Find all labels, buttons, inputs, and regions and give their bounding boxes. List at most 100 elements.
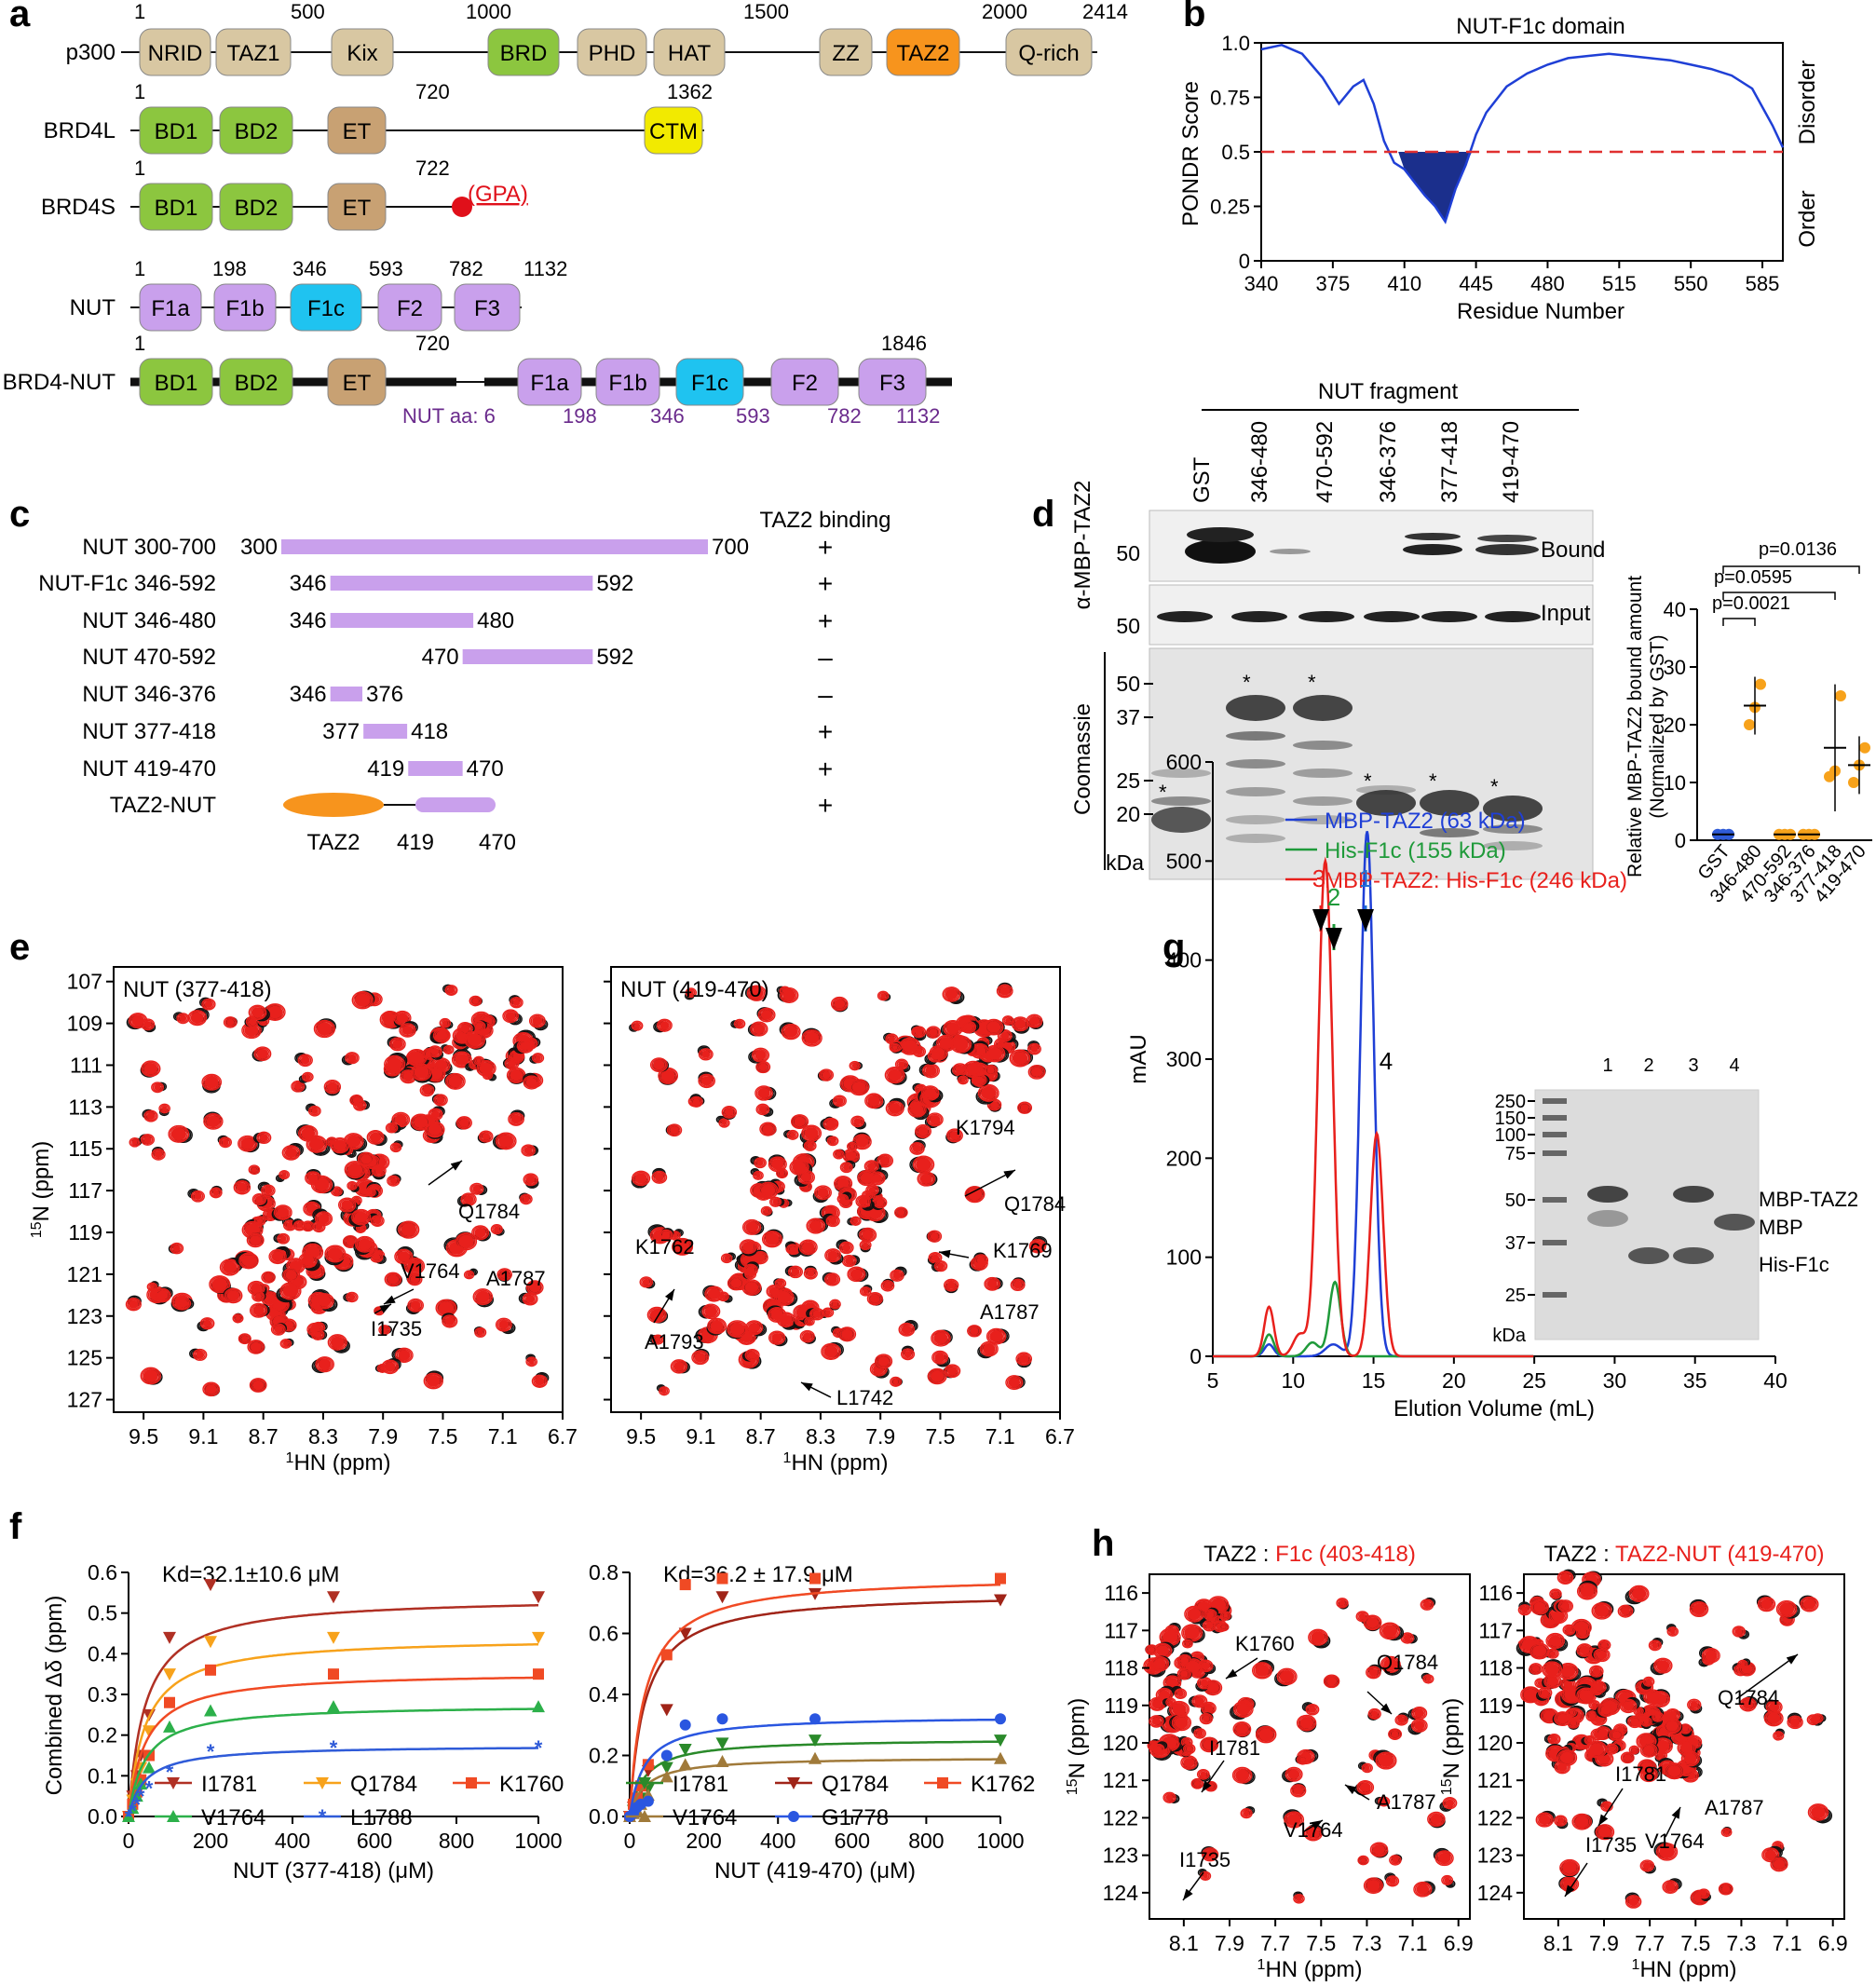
- hsqc-peak-red: [1005, 1375, 1024, 1391]
- hsqc-peak-red: [945, 988, 958, 1000]
- hsqc-peak-red: [733, 1018, 746, 1029]
- pondr-xtick-label: 550: [1674, 272, 1708, 295]
- hsqc-ytick-label: 116: [1104, 1581, 1138, 1605]
- hsqc-peak-red: [408, 1299, 423, 1312]
- hsqc-peak-red: [357, 1151, 375, 1167]
- data-point-q1784: [659, 1704, 673, 1717]
- hsqc-peak-red: [1235, 1769, 1250, 1782]
- hsqc-peak-red: [522, 1145, 535, 1156]
- hsqc-peak-red: [366, 1189, 375, 1196]
- hsqc-peak-red: [372, 1216, 384, 1226]
- band-bound-419-470-upper: [1477, 535, 1537, 542]
- hsqc-peak-red: [521, 1194, 532, 1204]
- domain-label-brd4l-ctm: CTM: [649, 119, 698, 144]
- hsqc-peak-red: [999, 986, 1011, 996]
- peak-label-i1781: I1781: [1209, 1736, 1260, 1760]
- hsqc-peak-red: [1565, 1626, 1573, 1634]
- hsqc-peak-red: [974, 1255, 987, 1266]
- hsqc-peak-red: [750, 987, 764, 1000]
- data-point-v1764: [678, 1758, 692, 1771]
- pvalue-label: p=0.0595: [1714, 567, 1792, 588]
- hsqc-peak-red: [1184, 1626, 1201, 1639]
- hsqc-peak-red: [944, 987, 959, 1001]
- hsqc-peak-red: [847, 1266, 866, 1283]
- hsqc-peak-red: [256, 1048, 269, 1059]
- hsqc-peak-red: [143, 1369, 158, 1382]
- hsqc-peak-red: [983, 1343, 996, 1354]
- hsqc-peak-red: [1308, 1706, 1317, 1713]
- hsqc-peak-red: [351, 991, 374, 1010]
- peak-shift-arrow: [428, 1160, 463, 1186]
- hsqc-peak-red: [1003, 1016, 1013, 1025]
- hsqc-peak-red: [892, 1272, 902, 1280]
- hsqc-peak-red: [234, 1314, 242, 1323]
- hsqc-peak-red: [755, 1173, 761, 1178]
- hsqc-peak-red: [381, 1326, 388, 1333]
- domain-label-brd4s-bd2: BD2: [235, 196, 279, 221]
- hsqc-peak-red: [1620, 1607, 1631, 1616]
- peak-label-q1784: Q1784: [1377, 1651, 1438, 1674]
- position-number-nut: 593: [369, 257, 403, 280]
- hsqc-peak-red: [502, 1009, 519, 1024]
- hsqc-peak-red: [469, 1182, 484, 1195]
- domain-box-brd4-nut-f1c: [675, 358, 744, 406]
- hsqc-peak-red: [757, 1181, 779, 1200]
- hsqc-peak-red: [996, 984, 1013, 999]
- domain-box-nut-f2: [377, 283, 442, 332]
- hsqc-peak-red: [848, 1267, 864, 1281]
- hsqc-peak-red: [747, 1351, 757, 1359]
- hsqc-peak-red: [1156, 1645, 1170, 1656]
- hsqc-peak-red: [281, 1145, 301, 1161]
- hsqc-peak-red: [127, 1299, 141, 1311]
- domain-box-brd4l-bd2: [219, 106, 293, 155]
- hsqc-peak-red: [516, 1039, 535, 1054]
- hsqc-peak-red: [248, 1164, 261, 1176]
- hsqc-peak-red: [467, 1033, 483, 1047]
- position-number-brd4s: 722: [415, 156, 450, 180]
- hsqc-peak-red: [1416, 1884, 1430, 1896]
- hsqc-peak-red: [471, 1225, 490, 1241]
- input-band: [1485, 611, 1541, 622]
- hsqc-peak-red: [661, 1231, 671, 1240]
- hsqc-peak-red: [240, 1137, 255, 1149]
- hsqc-peak-red: [896, 1059, 907, 1069]
- hsqc-peak-red: [1550, 1735, 1558, 1743]
- hsqc-peak-red: [326, 1081, 338, 1092]
- hsqc-xlabel-text: HN (ppm): [1265, 1957, 1362, 1982]
- hsqc-peak-red: [235, 1315, 241, 1321]
- hsqc-peak-red: [890, 1376, 903, 1387]
- gel-band: [1293, 815, 1353, 824]
- hsqc-peak-red: [743, 1220, 760, 1234]
- sec-xtick-label: 30: [1603, 1368, 1627, 1393]
- hsqc-peak-red: [656, 1018, 673, 1032]
- hsqc-peak-red: [346, 1291, 359, 1303]
- position-number-nut: 782: [449, 257, 483, 280]
- hsqc-peak-red: [888, 1035, 896, 1042]
- hsqc-peak-red: [803, 1030, 822, 1046]
- hsqc-peak-red: [812, 1310, 822, 1318]
- fragment-start: 346: [290, 571, 327, 596]
- hsqc-peak-red: [698, 1073, 715, 1089]
- hsqc-peak-red: [707, 1317, 727, 1335]
- gpa-dot: [452, 197, 472, 217]
- hsqc-ytick-label: 109: [67, 1012, 102, 1036]
- hsqc-peak-red: [944, 1278, 959, 1292]
- panel-f-titration: 0.00.10.20.30.40.50.60 200 400 600 800 1000NU…: [42, 1560, 1035, 1884]
- hsqc-peak-red: [1012, 1279, 1025, 1290]
- fragment-start: 419: [397, 830, 434, 855]
- hsqc-peak-red: [259, 1134, 269, 1142]
- hsqc-peak-red: [410, 1113, 431, 1131]
- hsqc-peak-red: [492, 1225, 502, 1233]
- hsqc-peak-red: [945, 1365, 959, 1377]
- hsqc-peak-red: [301, 1071, 314, 1082]
- data-point-k1760: [205, 1664, 216, 1676]
- hsqc-peak-red: [318, 1358, 332, 1370]
- hsqc-peak-red: [836, 1193, 850, 1204]
- hsqc-peak-red: [496, 1133, 516, 1149]
- domain-box-nut-f3: [454, 283, 521, 332]
- hsqc-peak-red: [659, 1230, 673, 1241]
- hsqc-peak-red: [471, 1020, 486, 1033]
- hsqc-peak-red: [179, 1014, 187, 1022]
- peak-label-a1787: A1787: [486, 1267, 546, 1290]
- sec-ylabel: mAU: [1126, 1034, 1151, 1083]
